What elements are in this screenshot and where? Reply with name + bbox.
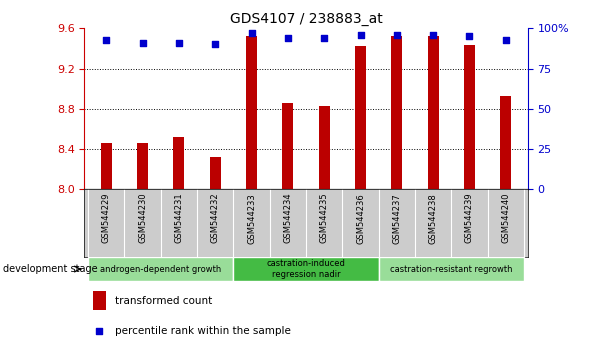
Bar [233, 257, 379, 281]
Text: GSM544232: GSM544232 [210, 193, 219, 244]
Text: GSM544233: GSM544233 [247, 193, 256, 244]
Bar [379, 257, 524, 281]
Text: castration-resistant regrowth: castration-resistant regrowth [390, 264, 513, 274]
Text: androgen-dependent growth: androgen-dependent growth [100, 264, 221, 274]
Point [137, 40, 147, 46]
Text: GSM544240: GSM544240 [501, 193, 510, 243]
Text: GSM544237: GSM544237 [393, 193, 402, 244]
Point [174, 40, 184, 46]
Bar [246, 36, 257, 189]
Point [283, 35, 292, 41]
Bar [428, 36, 438, 189]
Point [320, 35, 329, 41]
Text: castration-induced
regression nadir: castration-induced regression nadir [267, 259, 346, 279]
Text: GSM544230: GSM544230 [138, 193, 147, 244]
Text: GSM544238: GSM544238 [429, 193, 438, 244]
Point [392, 32, 402, 38]
Bar [464, 45, 475, 189]
Point [356, 32, 365, 38]
Point [428, 32, 438, 38]
Bar [355, 46, 366, 189]
Text: GSM544236: GSM544236 [356, 193, 365, 244]
Bar [93, 291, 106, 310]
Bar [500, 96, 511, 189]
Bar [210, 157, 221, 189]
Bar [391, 36, 402, 189]
Point [101, 37, 111, 42]
Text: percentile rank within the sample: percentile rank within the sample [115, 326, 291, 336]
Text: GSM544239: GSM544239 [465, 193, 474, 244]
Bar [101, 143, 112, 189]
Title: GDS4107 / 238883_at: GDS4107 / 238883_at [230, 12, 382, 26]
Text: GSM544235: GSM544235 [320, 193, 329, 244]
Text: GSM544234: GSM544234 [283, 193, 292, 244]
Point [247, 30, 256, 36]
Bar [282, 103, 293, 189]
Point [95, 329, 104, 334]
Bar [319, 106, 330, 189]
Point [465, 34, 475, 39]
Point [501, 37, 511, 42]
Text: GSM544229: GSM544229 [102, 193, 111, 243]
Text: development stage: development stage [3, 264, 98, 274]
Bar [137, 143, 148, 189]
Bar [88, 257, 233, 281]
Text: transformed count: transformed count [115, 296, 213, 306]
Point [210, 42, 220, 47]
Text: GSM544231: GSM544231 [174, 193, 183, 244]
Bar [174, 137, 185, 189]
